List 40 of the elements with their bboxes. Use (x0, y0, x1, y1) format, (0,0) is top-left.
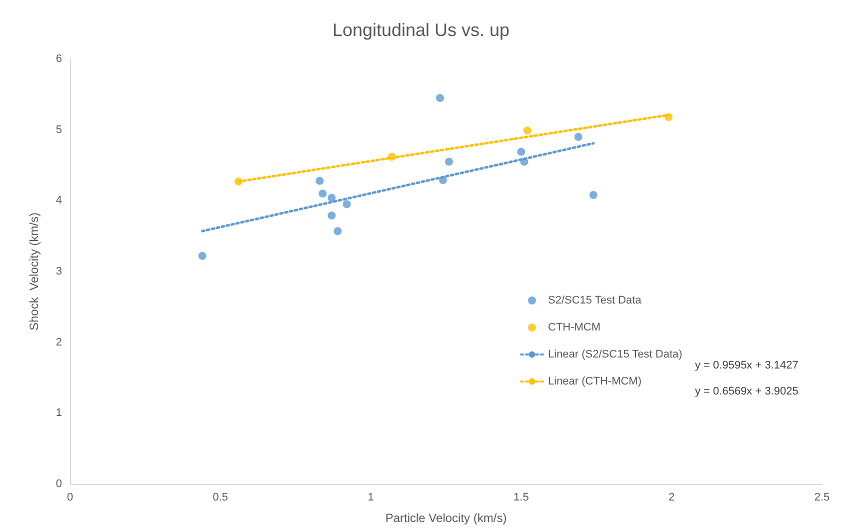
y-tick-label: 3 (56, 266, 62, 278)
legend-label: Linear (CTH-MCM) (548, 376, 642, 388)
annotation: y = 0.9595x + 3.1427 (695, 360, 798, 372)
x-tick-label: 1.5 (514, 492, 529, 504)
point (342, 200, 351, 208)
point (589, 191, 598, 199)
annotation: y = 0.6569x + 3.9025 (695, 386, 798, 398)
point (198, 252, 206, 260)
point (574, 132, 582, 141)
x-tick-label: 0 (66, 492, 74, 504)
y-tick-label: 0 (56, 478, 62, 490)
point (520, 158, 528, 166)
point (328, 194, 336, 202)
chart-title: Longitudinal Us vs. up (332, 20, 510, 40)
y-tick-label: 6 (56, 53, 62, 65)
point (328, 212, 336, 220)
x-tick-label: 1 (368, 492, 374, 504)
legend-label: Linear (S2/SC15 Test Data) (548, 348, 682, 360)
x-tick-label: 0.5 (212, 492, 228, 504)
point (445, 158, 454, 166)
x-tick-label: 2 (668, 492, 675, 504)
y-tick-label: 1 (56, 407, 62, 420)
legend-label: S2/SC15 Test Data (548, 294, 642, 306)
point (318, 190, 327, 198)
point (316, 176, 324, 185)
point (439, 176, 447, 184)
point (388, 152, 396, 161)
legend-label: CTH-MCM (548, 322, 601, 334)
y-axis-title: Shock Velocity (km/s) (27, 212, 41, 331)
y-tick-label: 2 (56, 336, 62, 348)
point (436, 94, 444, 102)
point (517, 148, 526, 156)
point (234, 178, 242, 186)
y-tick-label: 5 (56, 124, 62, 136)
x-tick-label: 2.5 (814, 492, 830, 504)
point (664, 113, 673, 122)
y-tick-label: 4 (56, 194, 62, 207)
x-axis-title: Particle Velocity (km/s) (385, 511, 507, 525)
point (523, 126, 532, 135)
point (334, 227, 342, 236)
